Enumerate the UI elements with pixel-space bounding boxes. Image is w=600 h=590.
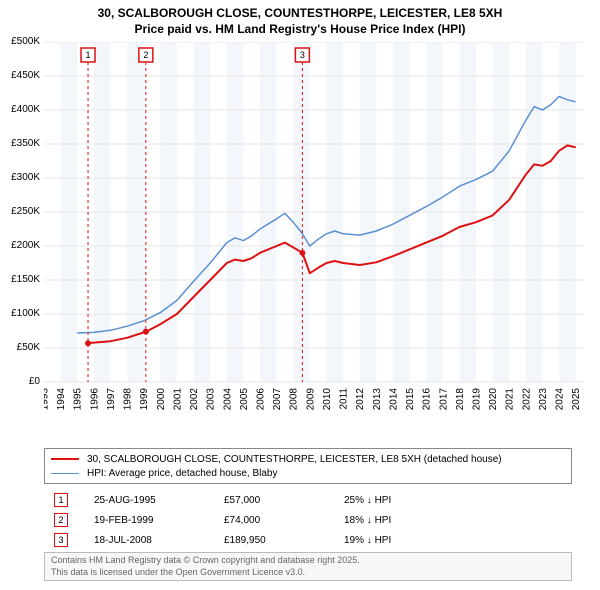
x-tick-label: 2023 <box>538 388 549 411</box>
x-tick-label: 2003 <box>206 388 217 411</box>
legend-item: 30, SCALBOROUGH CLOSE, COUNTESTHORPE, LE… <box>51 452 565 466</box>
x-tick-label: 1995 <box>73 388 84 411</box>
x-tick-label: 2000 <box>156 388 167 411</box>
x-tick-label: 2009 <box>305 388 316 411</box>
transaction-row: 3 18-JUL-2008£189,95019% ↓ HPI <box>54 530 454 550</box>
x-tick-label: 1996 <box>89 388 100 411</box>
y-tick-label: £150K <box>11 274 40 285</box>
chart-title: 30, SCALBOROUGH CLOSE, COUNTESTHORPE, LE… <box>0 0 600 37</box>
transaction-price: £189,950 <box>224 535 344 546</box>
y-tick-label: £0 <box>29 376 40 387</box>
x-tick-label: 2008 <box>289 388 300 411</box>
x-tick-label: 1997 <box>106 388 117 411</box>
y-tick-label: £200K <box>11 240 40 251</box>
chart-plot: 1 2 3 1993 1994 1995 1996 1997 1998 1999 2000 2001 2… <box>44 42 584 412</box>
legend-swatch <box>51 458 79 460</box>
transaction-date: 19-FEB-1999 <box>94 515 224 526</box>
x-tick-label: 2019 <box>472 388 483 411</box>
x-tick-label: 2018 <box>455 388 466 411</box>
x-tick-label: 1999 <box>139 388 150 411</box>
marker-number: 3 <box>300 50 305 60</box>
y-tick-label: £500K <box>11 36 40 47</box>
footer-line-1: Contains HM Land Registry data © Crown c… <box>51 555 360 565</box>
transaction-date: 25-AUG-1995 <box>94 495 224 506</box>
x-tick-label: 2013 <box>372 388 383 411</box>
x-tick-label: 2005 <box>239 388 250 411</box>
transaction-hpi-delta: 25% ↓ HPI <box>344 495 454 506</box>
transaction-row: 1 25-AUG-1995£57,00025% ↓ HPI <box>54 490 454 510</box>
x-tick-label: 2016 <box>422 388 433 411</box>
x-tick-label: 2015 <box>405 388 416 411</box>
x-tick-label: 2024 <box>555 388 566 411</box>
x-tick-label: 2025 <box>571 388 582 411</box>
x-tick-label: 2001 <box>172 388 183 411</box>
y-tick-label: £450K <box>11 70 40 81</box>
x-tick-label: 2020 <box>488 388 499 411</box>
title-line-1: 30, SCALBOROUGH CLOSE, COUNTESTHORPE, LE… <box>98 6 503 20</box>
x-tick-label: 2004 <box>222 388 233 411</box>
x-tick-label: 2022 <box>521 388 532 411</box>
x-tick-label: 2012 <box>355 388 366 411</box>
transaction-price: £57,000 <box>224 495 344 506</box>
x-tick-label: 1998 <box>123 388 134 411</box>
marker-number: 2 <box>143 50 148 60</box>
transaction-table: 1 25-AUG-1995£57,00025% ↓ HPI 2 19-FEB-1999… <box>54 490 454 550</box>
x-tick-label: 2014 <box>388 388 399 411</box>
x-tick-label: 2017 <box>438 388 449 411</box>
chart-svg: 1 2 3 1993 1994 1995 1996 1997 1998 1999 2000 2001 2… <box>44 42 584 412</box>
x-tick-label: 1994 <box>56 388 67 411</box>
marker-number: 1 <box>86 50 91 60</box>
transaction-marker: 3 <box>54 533 68 547</box>
transaction-date: 18-JUL-2008 <box>94 535 224 546</box>
transaction-price: £74,000 <box>224 515 344 526</box>
transaction-hpi-delta: 19% ↓ HPI <box>344 535 454 546</box>
x-tick-label: 2011 <box>339 388 350 410</box>
x-tick-label: 2006 <box>256 388 267 411</box>
x-tick-label: 2007 <box>272 388 283 411</box>
y-tick-label: £350K <box>11 138 40 149</box>
x-tick-label: 2021 <box>505 388 516 411</box>
y-tick-label: £300K <box>11 172 40 183</box>
x-tick-label: 2002 <box>189 388 200 411</box>
transaction-hpi-delta: 18% ↓ HPI <box>344 515 454 526</box>
legend: 30, SCALBOROUGH CLOSE, COUNTESTHORPE, LE… <box>44 448 572 484</box>
legend-label: HPI: Average price, detached house, Blab… <box>87 468 278 479</box>
y-tick-label: £100K <box>11 308 40 319</box>
transaction-marker: 2 <box>54 513 68 527</box>
x-tick-label: 1993 <box>44 388 51 411</box>
y-tick-label: £250K <box>11 206 40 217</box>
y-tick-label: £400K <box>11 104 40 115</box>
footer-line-2: This data is licensed under the Open Gov… <box>51 567 305 577</box>
y-tick-label: £50K <box>17 342 40 353</box>
data-attribution: Contains HM Land Registry data © Crown c… <box>44 552 572 581</box>
x-tick-label: 2010 <box>322 388 333 411</box>
legend-label: 30, SCALBOROUGH CLOSE, COUNTESTHORPE, LE… <box>87 454 502 465</box>
legend-swatch <box>51 473 79 474</box>
title-line-2: Price paid vs. HM Land Registry's House … <box>135 22 466 36</box>
transaction-marker: 1 <box>54 493 68 507</box>
legend-item: HPI: Average price, detached house, Blab… <box>51 466 565 480</box>
transaction-row: 2 19-FEB-1999£74,00018% ↓ HPI <box>54 510 454 530</box>
chart-frame: 30, SCALBOROUGH CLOSE, COUNTESTHORPE, LE… <box>0 0 600 590</box>
